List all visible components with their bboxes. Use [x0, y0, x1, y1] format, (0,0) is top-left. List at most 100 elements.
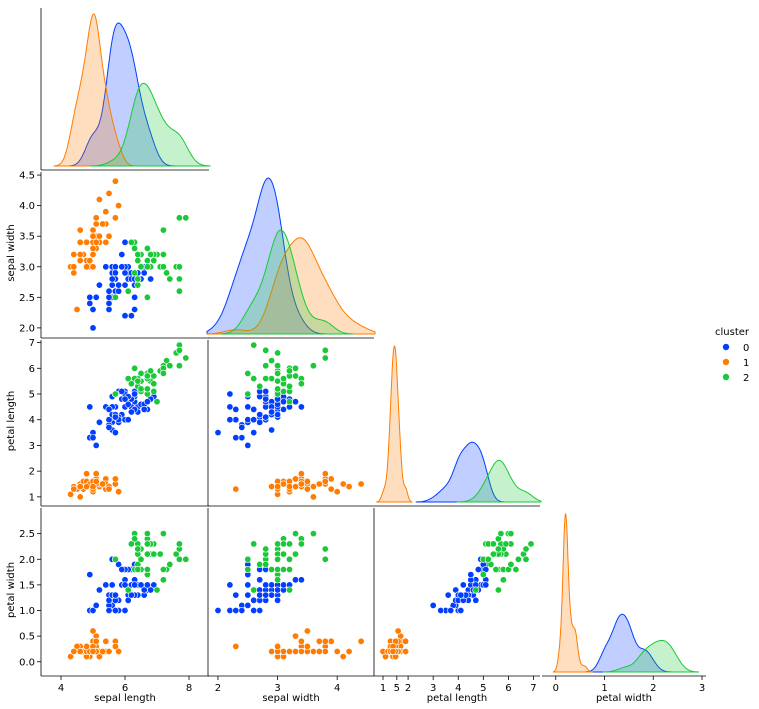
point-cluster-1: [102, 208, 110, 216]
point-cluster-0: [89, 606, 97, 614]
point-cluster-2: [285, 586, 293, 594]
point-cluster-1: [111, 475, 119, 483]
point-cluster-2: [166, 275, 174, 283]
point-cluster-1: [89, 263, 97, 271]
point-cluster-2: [297, 540, 305, 548]
point-cluster-0: [232, 405, 240, 413]
point-cluster-1: [83, 642, 91, 650]
point-cluster-0: [244, 403, 252, 411]
point-cluster-0: [121, 581, 129, 589]
point-cluster-0: [279, 581, 287, 589]
point-cluster-1: [303, 477, 311, 485]
point-cluster-2: [244, 390, 252, 398]
point-cluster-0: [105, 293, 113, 301]
point-cluster-0: [262, 591, 270, 599]
point-cluster-2: [153, 398, 161, 406]
y-tick-label: 3: [29, 441, 35, 452]
point-cluster-2: [182, 354, 190, 362]
point-cluster-0: [244, 441, 252, 449]
point-cluster-2: [472, 586, 480, 594]
point-cluster-1: [394, 627, 402, 635]
point-cluster-1: [115, 647, 123, 655]
point-cluster-2: [131, 269, 139, 277]
point-cluster-1: [89, 251, 97, 259]
point-cluster-2: [499, 576, 507, 584]
point-cluster-0: [105, 287, 113, 295]
point-cluster-0: [437, 606, 445, 614]
point-cluster-2: [262, 346, 270, 354]
point-cluster-2: [297, 380, 305, 388]
point-cluster-1: [76, 647, 84, 655]
point-cluster-2: [244, 565, 252, 573]
point-cluster-1: [105, 189, 113, 197]
point-cluster-1: [274, 642, 282, 650]
x-tick-label: 5: [394, 683, 400, 694]
point-cluster-1: [357, 480, 365, 488]
point-cluster-2: [279, 550, 287, 558]
point-cluster-2: [124, 287, 132, 295]
point-cluster-2: [268, 357, 276, 365]
point-cluster-1: [76, 226, 84, 234]
point-cluster-0: [115, 560, 123, 568]
point-cluster-2: [285, 382, 293, 390]
point-cluster-2: [143, 565, 151, 573]
y-tick-label: 1: [29, 492, 35, 503]
point-cluster-2: [150, 257, 158, 265]
point-cluster-1: [297, 480, 305, 488]
point-cluster-0: [118, 387, 126, 395]
point-cluster-1: [89, 232, 97, 240]
point-cluster-1: [321, 470, 329, 478]
point-cluster-0: [131, 581, 139, 589]
point-cluster-2: [494, 586, 502, 594]
point-cluster-2: [279, 565, 287, 573]
point-cluster-2: [134, 545, 142, 553]
point-cluster-0: [429, 601, 437, 609]
point-cluster-2: [175, 263, 183, 271]
point-cluster-0: [89, 434, 97, 442]
y-tick-label: 7: [29, 338, 35, 349]
point-cluster-1: [402, 647, 410, 655]
point-cluster-1: [268, 483, 276, 491]
point-cluster-2: [244, 369, 252, 377]
kde-sepal-width-cluster-0: [206, 177, 327, 335]
point-cluster-0: [140, 269, 148, 277]
x-tick-label: 3: [430, 683, 436, 694]
point-cluster-2: [250, 586, 258, 594]
legend-label-cluster-2: 2: [743, 373, 749, 384]
x-tick-label: 4: [334, 683, 340, 694]
point-cluster-1: [67, 653, 75, 661]
point-cluster-0: [108, 581, 116, 589]
point-cluster-1: [111, 642, 119, 650]
point-cluster-1: [102, 238, 110, 246]
point-cluster-1: [327, 475, 335, 483]
scatter-layer: [67, 177, 535, 661]
point-cluster-1: [303, 627, 311, 635]
point-cluster-1: [92, 214, 100, 222]
point-cluster-1: [327, 485, 335, 493]
point-cluster-2: [159, 576, 167, 584]
x-axis-label: sepal width: [262, 693, 319, 704]
point-cluster-2: [143, 550, 151, 558]
point-cluster-1: [70, 263, 78, 271]
point-cluster-2: [309, 530, 317, 538]
point-cluster-0: [250, 606, 258, 614]
x-axis-label: petal width: [596, 693, 652, 704]
point-cluster-2: [163, 357, 171, 365]
y-tick-label: 0.0: [19, 657, 35, 668]
point-cluster-2: [321, 545, 329, 553]
y-tick-label: 2.5: [19, 293, 35, 304]
point-cluster-0: [111, 606, 119, 614]
y-tick-label: 3.5: [19, 232, 35, 243]
y-tick-label: 4.0: [19, 201, 35, 212]
point-cluster-1: [389, 647, 397, 655]
point-cluster-1: [92, 477, 100, 485]
point-cluster-1: [291, 483, 299, 491]
point-cluster-2: [137, 385, 145, 393]
point-cluster-2: [175, 540, 183, 548]
point-cluster-0: [238, 423, 246, 431]
point-cluster-0: [111, 429, 119, 437]
point-cluster-2: [159, 369, 167, 377]
point-cluster-0: [244, 581, 252, 589]
point-cluster-0: [92, 293, 100, 301]
